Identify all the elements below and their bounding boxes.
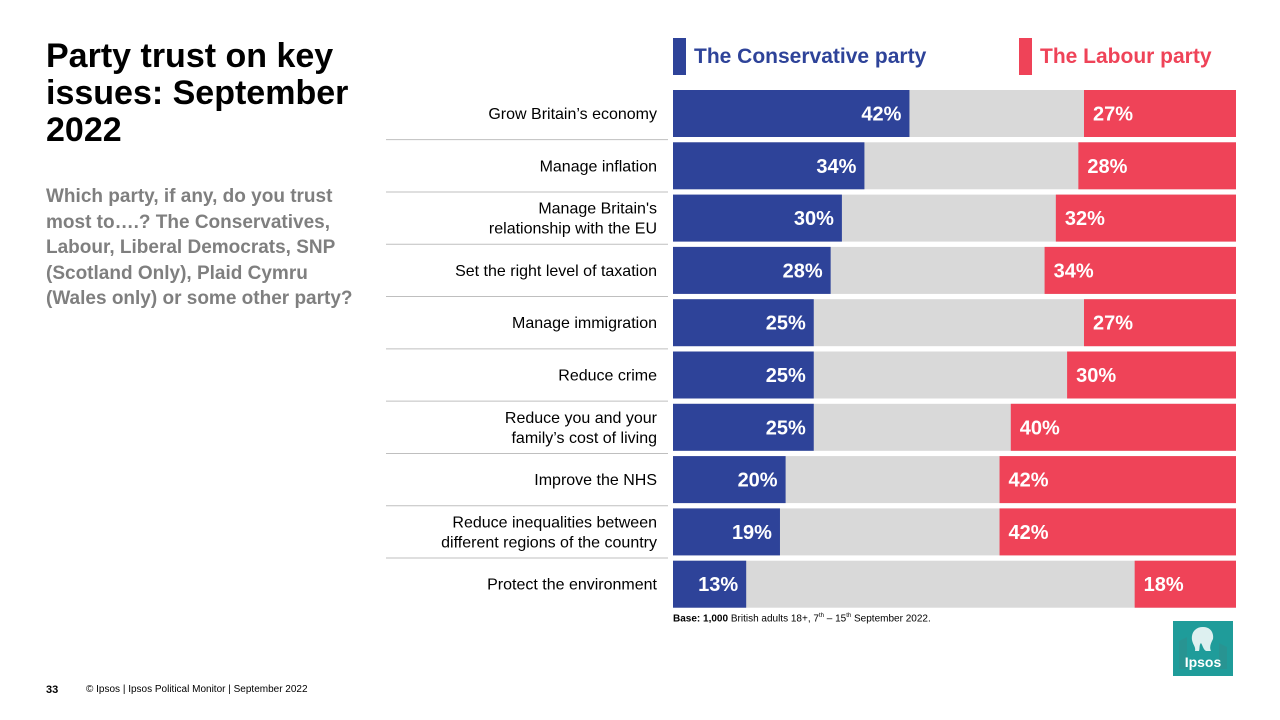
value-label-conservative: 42% xyxy=(861,104,901,126)
category-label-line: Manage immigration xyxy=(512,315,657,332)
value-label-labour: 30% xyxy=(1076,365,1116,387)
value-label-conservative: 20% xyxy=(738,470,778,492)
category-label-line: Grow Britain’s economy xyxy=(488,106,657,123)
category-label-line: family’s cost of living xyxy=(511,430,657,447)
value-label-conservative: 19% xyxy=(732,522,772,544)
value-label-conservative: 25% xyxy=(766,417,806,439)
legend-swatch-labour xyxy=(1019,38,1032,75)
bar-labour xyxy=(1083,90,1236,137)
legend-label-conservative: The Conservative party xyxy=(694,44,927,68)
base-sup-1: th xyxy=(818,613,824,619)
value-label-conservative: 30% xyxy=(794,208,834,230)
base-sup-2: th xyxy=(846,613,852,619)
bar-conservative xyxy=(673,246,831,294)
page-number: 33 xyxy=(46,684,59,696)
bar-conservative xyxy=(673,194,842,242)
value-label-labour: 42% xyxy=(1009,522,1049,544)
value-label-conservative: 25% xyxy=(766,365,806,387)
category-label-line: Reduce crime xyxy=(558,368,657,385)
category-label-line: Manage Britain's xyxy=(538,201,657,218)
bar-conservative xyxy=(673,560,747,608)
bar-conservative xyxy=(673,456,786,504)
category-label: Manage Britain's relationship with the EU xyxy=(489,201,657,238)
bar-labour xyxy=(999,456,1236,504)
value-label-labour: 34% xyxy=(1054,260,1094,282)
category-label: Manage inflation xyxy=(540,158,657,175)
category-label: Manage immigration xyxy=(512,315,657,332)
legend-label-labour: The Labour party xyxy=(1040,44,1212,68)
category-label: Reduce inequalities between different reg… xyxy=(441,514,657,551)
bar-labour xyxy=(1083,299,1236,347)
bar-conservative xyxy=(673,351,814,399)
value-label-conservative: 25% xyxy=(766,313,806,335)
bar-labour xyxy=(999,508,1236,556)
logo-text: Ipsos xyxy=(1184,654,1222,670)
base-text-3: September 2022. xyxy=(851,613,931,625)
bar-conservative xyxy=(673,508,780,556)
question-text: Which party, if any, do you trust most t… xyxy=(46,186,353,309)
bar-conservative xyxy=(673,403,814,451)
category-label: Improve the NHS xyxy=(534,472,657,489)
value-label-conservative: 28% xyxy=(783,260,823,282)
base-count: 1,000 xyxy=(703,613,729,625)
category-label-line: Improve the NHS xyxy=(534,472,657,489)
bar-conservative xyxy=(673,142,865,190)
category-label-line: Protect the environment xyxy=(487,577,657,594)
value-label-labour: 18% xyxy=(1144,574,1184,596)
value-label-conservative: 34% xyxy=(816,156,856,178)
category-label-line: Reduce you and your xyxy=(505,410,658,427)
page-title: Party trust on key issues: September 202… xyxy=(46,37,349,149)
category-label-line: Reduce inequalities between xyxy=(452,514,657,531)
value-label-labour: 32% xyxy=(1065,208,1105,230)
bar-labour xyxy=(1078,142,1236,190)
base-note: Base: 1,000 British adults 18+, 7th – 15… xyxy=(673,613,931,624)
value-label-conservative: 13% xyxy=(698,574,738,596)
base-text-2: – 15 xyxy=(823,613,847,625)
ipsos-logo: Ipsos xyxy=(1173,621,1233,676)
category-label-line: different regions of the country xyxy=(441,534,657,551)
value-label-labour: 40% xyxy=(1020,417,1060,439)
footer-text: © Ipsos | Ipsos Political Monitor | Sept… xyxy=(86,684,308,695)
value-label-labour: 27% xyxy=(1093,104,1133,126)
legend-labour: The Labour party xyxy=(1019,38,1212,75)
category-label-line: Set the right level of taxation xyxy=(455,263,657,280)
value-label-labour: 27% xyxy=(1093,313,1133,335)
legend-conservative: The Conservative party xyxy=(673,38,926,75)
category-label-line: Manage inflation xyxy=(540,158,657,175)
bar-conservative xyxy=(673,299,814,347)
bar-labour xyxy=(1067,351,1236,399)
category-label: Reduce crime xyxy=(558,368,657,385)
category-label: Protect the environment xyxy=(487,577,657,594)
base-label: Base: xyxy=(673,613,701,625)
value-label-labour: 28% xyxy=(1087,156,1127,178)
category-label: Set the right level of taxation xyxy=(455,263,657,280)
ipsos-logo-icon xyxy=(1179,627,1227,669)
value-label-labour: 42% xyxy=(1009,470,1049,492)
category-label: Reduce you and your family’s cost of livi… xyxy=(505,410,658,447)
category-label-line: relationship with the EU xyxy=(489,221,657,238)
base-text-1: British adults 18+, 7 xyxy=(728,613,819,625)
bar-labour xyxy=(1044,246,1236,294)
bar-conservative xyxy=(673,90,910,137)
bar-labour xyxy=(1010,403,1236,451)
legend-swatch-conservative xyxy=(673,38,686,75)
category-label: Grow Britain’s economy xyxy=(488,106,657,123)
bar-labour xyxy=(1055,194,1236,242)
bar-labour xyxy=(1134,560,1236,608)
